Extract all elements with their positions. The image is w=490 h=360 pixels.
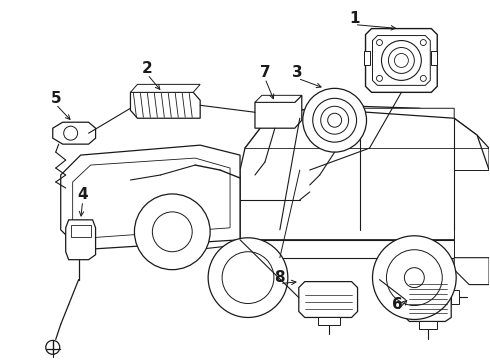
Polygon shape [175,175,240,250]
Polygon shape [240,108,489,240]
Text: 1: 1 [349,11,360,26]
Circle shape [222,252,274,303]
Circle shape [134,194,210,270]
Text: 4: 4 [77,188,88,202]
FancyBboxPatch shape [451,289,459,303]
FancyBboxPatch shape [419,321,437,329]
Circle shape [152,212,192,252]
Polygon shape [73,158,230,238]
FancyBboxPatch shape [318,318,340,325]
Polygon shape [240,240,489,258]
Polygon shape [372,36,430,85]
Circle shape [387,250,442,306]
Polygon shape [255,95,302,128]
Polygon shape [66,220,96,260]
Text: 5: 5 [50,91,61,106]
Circle shape [303,88,367,152]
Polygon shape [245,118,300,170]
Polygon shape [300,110,360,170]
Circle shape [389,48,415,73]
Polygon shape [53,122,96,144]
Circle shape [394,54,408,67]
Text: 3: 3 [293,65,303,80]
Circle shape [382,41,421,80]
Polygon shape [165,205,195,258]
Polygon shape [130,92,200,118]
Text: 8: 8 [274,270,285,285]
FancyBboxPatch shape [364,50,369,66]
Polygon shape [454,170,489,260]
Text: 7: 7 [260,65,270,80]
Circle shape [420,75,426,81]
Text: 2: 2 [142,61,153,76]
Polygon shape [255,95,302,102]
Polygon shape [366,28,437,92]
Polygon shape [61,145,240,250]
Polygon shape [405,278,451,321]
Polygon shape [245,106,489,170]
Text: 6: 6 [392,297,403,312]
Circle shape [372,236,456,319]
Circle shape [420,40,426,45]
Polygon shape [299,282,358,318]
Circle shape [64,126,77,140]
Circle shape [313,98,357,142]
Circle shape [404,268,424,288]
Polygon shape [360,108,454,170]
Circle shape [328,113,342,127]
Circle shape [376,40,383,45]
FancyBboxPatch shape [431,50,437,66]
Polygon shape [130,84,200,92]
Circle shape [376,75,383,81]
FancyBboxPatch shape [71,225,91,237]
Circle shape [46,340,60,354]
Polygon shape [454,258,489,285]
Circle shape [208,238,288,318]
Circle shape [321,106,348,134]
